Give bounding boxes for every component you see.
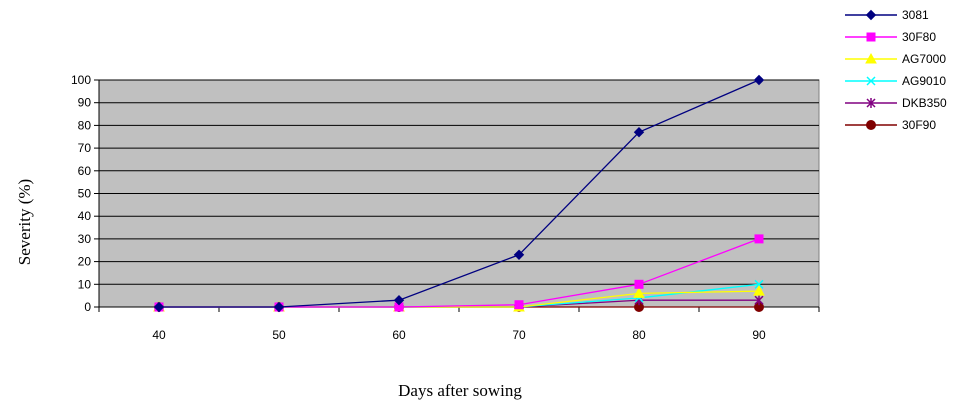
x-tick-label: 70 xyxy=(512,328,526,342)
legend-marker xyxy=(866,76,876,86)
legend-entry: AG9010 xyxy=(845,74,946,88)
legend-marker xyxy=(865,52,877,64)
series-lines xyxy=(153,74,765,313)
data-point xyxy=(753,285,765,296)
y-tick-label: 40 xyxy=(78,209,92,223)
data-point xyxy=(153,301,165,313)
x-tick-label: 40 xyxy=(152,328,166,342)
legend-entry: DKB350 xyxy=(845,96,947,110)
legend-marker xyxy=(866,32,876,42)
x-tick-label: 50 xyxy=(272,328,286,342)
data-point xyxy=(754,279,764,289)
data-point xyxy=(633,127,645,138)
legend-marker xyxy=(866,98,876,108)
data-point xyxy=(513,249,525,260)
x-tick-label: 60 xyxy=(392,328,406,342)
series-line xyxy=(159,79,760,308)
legend-label: AG9010 xyxy=(902,74,946,88)
legend-label: 3081 xyxy=(902,8,929,22)
legend-marker xyxy=(866,120,876,130)
y-tick-label: 30 xyxy=(78,232,92,246)
legend-entry: 3081 xyxy=(845,8,929,22)
legend-label: DKB350 xyxy=(902,96,947,110)
data-point xyxy=(754,234,764,244)
y-tick-label: 10 xyxy=(78,277,92,291)
legend-entry: AG7000 xyxy=(845,52,946,66)
y-axis-title: Severity (%) xyxy=(15,179,34,265)
y-tick-label: 50 xyxy=(78,187,92,201)
legend-label: 30F90 xyxy=(902,118,936,132)
data-point xyxy=(273,301,285,313)
legend-entry: 30F90 xyxy=(845,118,936,132)
x-tick-label: 90 xyxy=(752,328,766,342)
data-point xyxy=(393,294,405,306)
y-tick-label: 80 xyxy=(78,118,92,132)
x-axis-title: Days after sowing xyxy=(398,381,522,400)
y-tick-label: 70 xyxy=(78,141,92,155)
data-point xyxy=(754,295,764,306)
y-tick-label: 0 xyxy=(84,300,91,314)
y-tick-label: 60 xyxy=(78,164,92,178)
data-point xyxy=(634,279,644,289)
legend-label: AG7000 xyxy=(902,52,946,66)
legend-marker xyxy=(865,9,877,21)
series-3081 xyxy=(153,74,765,313)
y-tick-label: 20 xyxy=(78,255,92,269)
data-point xyxy=(753,74,765,86)
data-point xyxy=(633,287,645,298)
y-tick-label: 100 xyxy=(71,73,91,87)
legend-label: 30F80 xyxy=(902,30,936,44)
legend: 3081 30F80 AG7000 AG9010 DKB350 30F90 xyxy=(845,8,947,132)
plot-area xyxy=(98,79,820,308)
y-tick-label: 90 xyxy=(78,96,92,110)
legend-entry: 30F80 xyxy=(845,30,936,44)
x-tick-label: 80 xyxy=(632,328,646,342)
data-point xyxy=(514,300,524,310)
